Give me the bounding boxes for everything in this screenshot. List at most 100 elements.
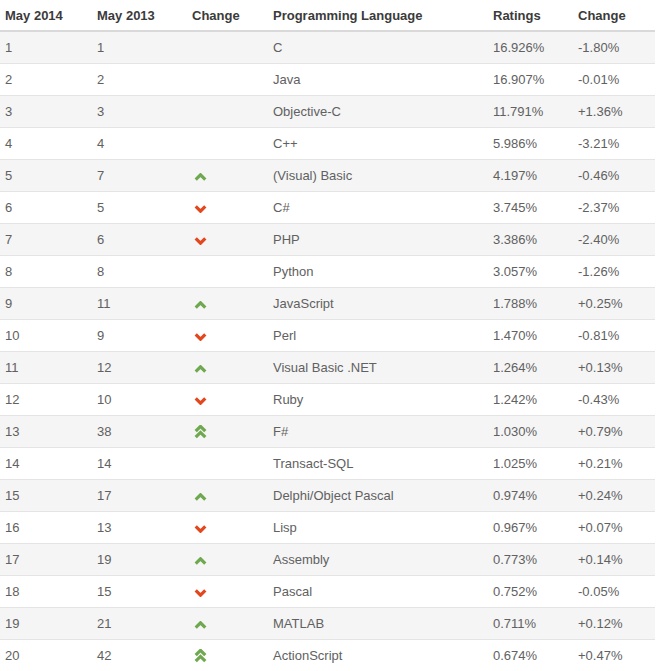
rank-2014-cell: 6 [0, 192, 92, 224]
table-row: 5 7 (Visual) Basic 4.197% -0.46% [0, 160, 655, 192]
ratings-cell: 1.030% [488, 416, 573, 448]
rank-2014-cell: 19 [0, 608, 92, 640]
language-cell: Delphi/Object Pascal [268, 480, 488, 512]
rank-2013-cell: 12 [92, 352, 187, 384]
ratings-cell: 0.752% [488, 576, 573, 608]
table-row: 18 15 Pascal 0.752% -0.05% [0, 576, 655, 608]
ratings-change-cell: +1.36% [573, 96, 655, 128]
rank-change-cell [187, 352, 268, 384]
table-row: 13 38 F# 1.030% +0.79% [0, 416, 655, 448]
language-cell: C# [268, 192, 488, 224]
language-cell: Perl [268, 320, 488, 352]
rank-2014-cell: 17 [0, 544, 92, 576]
language-cell: Pascal [268, 576, 488, 608]
rank-change-cell [187, 256, 268, 288]
table-row: 15 17 Delphi/Object Pascal 0.974% +0.24% [0, 480, 655, 512]
rank-2014-cell: 18 [0, 576, 92, 608]
language-cell: Transact-SQL [268, 448, 488, 480]
table-row: 14 14 Transact-SQL 1.025% +0.21% [0, 448, 655, 480]
col-header-language: Programming Language [268, 0, 488, 31]
table-row: 4 4 C++ 5.986% -3.21% [0, 128, 655, 160]
rank-change-cell [187, 160, 268, 192]
rank-2014-cell: 13 [0, 416, 92, 448]
header-row: May 2014 May 2013 Change Programming Lan… [0, 0, 655, 31]
rank-down-icon [194, 333, 207, 341]
rank-up-icon [194, 173, 207, 181]
rank-change-cell [187, 31, 268, 64]
language-cell: Visual Basic .NET [268, 352, 488, 384]
rank-2014-cell: 2 [0, 64, 92, 96]
rank-change-cell [187, 576, 268, 608]
col-header-rank-change: Change [187, 0, 268, 31]
rank-change-cell [187, 416, 268, 448]
ratings-change-cell: -0.05% [573, 576, 655, 608]
ratings-change-cell: +0.07% [573, 512, 655, 544]
language-cell: Ruby [268, 384, 488, 416]
rank-change-cell [187, 608, 268, 640]
rank-up-icon [194, 621, 207, 629]
rank-change-cell [187, 64, 268, 96]
rank-2013-cell: 8 [92, 256, 187, 288]
language-cell: C [268, 31, 488, 64]
rank-2014-cell: 12 [0, 384, 92, 416]
rank-up-double-icon [194, 649, 207, 663]
rank-2013-cell: 11 [92, 288, 187, 320]
table-row: 12 10 Ruby 1.242% -0.43% [0, 384, 655, 416]
rank-2013-cell: 5 [92, 192, 187, 224]
rank-2014-cell: 9 [0, 288, 92, 320]
table-row: 8 8 Python 3.057% -1.26% [0, 256, 655, 288]
ratings-change-cell: -0.81% [573, 320, 655, 352]
rank-down-icon [194, 589, 207, 597]
ratings-cell: 16.907% [488, 64, 573, 96]
language-cell: F# [268, 416, 488, 448]
rank-2013-cell: 10 [92, 384, 187, 416]
language-cell: JavaScript [268, 288, 488, 320]
rank-up-icon [194, 365, 207, 373]
rank-2013-cell: 2 [92, 64, 187, 96]
rank-2014-cell: 3 [0, 96, 92, 128]
table-row: 1 1 C 16.926% -1.80% [0, 31, 655, 64]
rank-2013-cell: 42 [92, 640, 187, 671]
language-cell: PHP [268, 224, 488, 256]
rank-change-cell [187, 384, 268, 416]
rank-2013-cell: 6 [92, 224, 187, 256]
table-row: 6 5 C# 3.745% -2.37% [0, 192, 655, 224]
table-row: 9 11 JavaScript 1.788% +0.25% [0, 288, 655, 320]
rank-2013-cell: 19 [92, 544, 187, 576]
rank-2014-cell: 11 [0, 352, 92, 384]
col-header-ratings: Ratings [488, 0, 573, 31]
ratings-cell: 1.242% [488, 384, 573, 416]
rank-down-icon [194, 205, 207, 213]
language-cell: (Visual) Basic [268, 160, 488, 192]
ratings-change-cell: -0.46% [573, 160, 655, 192]
ratings-change-cell: +0.47% [573, 640, 655, 671]
rank-2014-cell: 16 [0, 512, 92, 544]
rank-down-icon [194, 525, 207, 533]
rank-change-cell [187, 128, 268, 160]
ratings-change-cell: -2.40% [573, 224, 655, 256]
rank-2013-cell: 21 [92, 608, 187, 640]
rank-change-cell [187, 640, 268, 671]
ratings-cell: 3.386% [488, 224, 573, 256]
table-row: 10 9 Perl 1.470% -0.81% [0, 320, 655, 352]
rank-2014-cell: 7 [0, 224, 92, 256]
table-body: 1 1 C 16.926% -1.80% 2 2 [0, 31, 655, 671]
rank-up-icon [194, 557, 207, 565]
rank-2013-cell: 9 [92, 320, 187, 352]
ratings-cell: 11.791% [488, 96, 573, 128]
col-header-rank-may-2013: May 2013 [92, 0, 187, 31]
ratings-cell: 5.986% [488, 128, 573, 160]
language-cell: Python [268, 256, 488, 288]
col-header-rank-may-2014: May 2014 [0, 0, 92, 31]
ratings-change-cell: +0.14% [573, 544, 655, 576]
ratings-change-cell: +0.21% [573, 448, 655, 480]
rank-2013-cell: 4 [92, 128, 187, 160]
rank-2014-cell: 1 [0, 31, 92, 64]
rank-2014-cell: 4 [0, 128, 92, 160]
ratings-change-cell: +0.25% [573, 288, 655, 320]
ratings-change-cell: -1.80% [573, 31, 655, 64]
rank-change-cell [187, 320, 268, 352]
language-cell: ActionScript [268, 640, 488, 671]
rank-down-icon [194, 397, 207, 405]
rank-up-icon [194, 301, 207, 309]
